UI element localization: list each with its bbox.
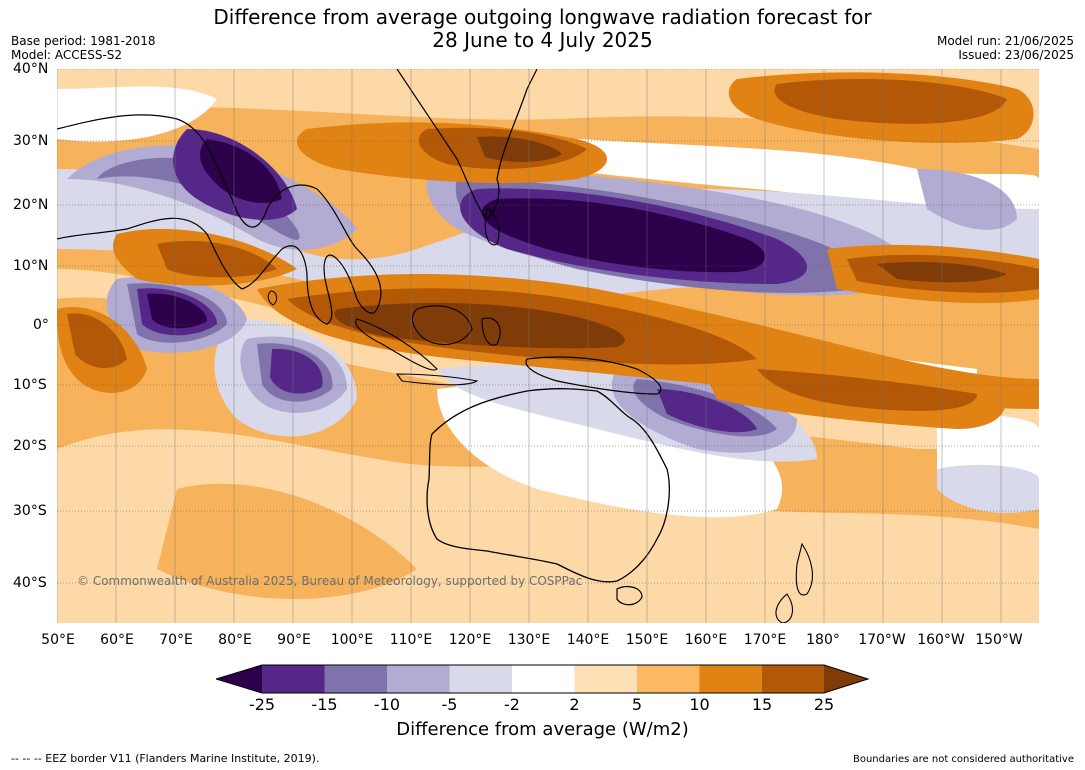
deep-purple-bay-of-bengal <box>270 348 323 394</box>
lat-label-40n: 40°N <box>13 61 49 77</box>
olr-anomaly-map <box>57 69 1039 623</box>
lat-label-30n: 30°N <box>13 133 49 149</box>
colorbar-bin-2 <box>324 665 387 693</box>
south-asia-coastline <box>57 114 382 325</box>
lon-label-150e: 150°E <box>625 632 669 648</box>
colorbar-tick-label: -25 <box>248 695 276 714</box>
tasmania-coastline <box>616 586 643 606</box>
colorbar-tick-label: 5 <box>631 695 643 714</box>
colorbar-tick-label: -2 <box>504 695 520 714</box>
lon-label-120e: 120°E <box>448 632 492 648</box>
sulawesi-coastline <box>481 317 501 346</box>
lat-label-10n: 10°N <box>13 258 49 274</box>
lat-label-20s: 20°S <box>13 438 47 454</box>
lat-label-20n: 20°N <box>13 197 49 213</box>
brown-north-pacific <box>774 79 1007 124</box>
colorbar-bin-7 <box>637 665 700 693</box>
lon-label-170w: 170°W <box>858 632 906 648</box>
new-zealand-north-coastline <box>795 542 813 596</box>
colorbar-bin-4 <box>449 665 512 693</box>
lat-label-30s: 30°S <box>13 503 47 519</box>
eez-border-note: -- -- -- EEZ border V11 (Flanders Marine… <box>11 752 320 765</box>
darkest-purple-india <box>200 139 282 203</box>
new-zealand-south-coastline <box>775 593 793 623</box>
model-run: Model run: 21/06/2025 <box>936 34 1074 48</box>
colorbar-bin-8 <box>699 665 762 693</box>
base-period: Base period: 1981-2018 <box>11 34 156 48</box>
lon-label-150w: 150°W <box>975 632 1023 648</box>
darkest-brown-china <box>477 136 562 162</box>
lon-label-60e: 60°E <box>100 632 134 648</box>
lon-label-180: 180° <box>806 632 840 648</box>
deep-purple-coral-sea <box>657 389 757 433</box>
colorbar-tick-label: 10 <box>689 695 710 714</box>
java-coastline <box>395 373 479 386</box>
lon-label-160e: 160°E <box>684 632 728 648</box>
colorbar-bin-6 <box>574 665 637 693</box>
sri-lanka-coastline <box>267 290 278 306</box>
map-title-line1: Difference from average outgoing longwav… <box>213 5 872 29</box>
lon-label-100e: 100°E <box>330 632 374 648</box>
lon-label-50e: 50°E <box>41 632 75 648</box>
lon-label-90e: 90°E <box>277 632 311 648</box>
australia-coastline <box>426 388 670 583</box>
colorbar-title: Difference from average (W/m2) <box>396 719 689 740</box>
lon-label-70e: 70°E <box>159 632 193 648</box>
model-name: Model: ACCESS-S2 <box>11 48 123 62</box>
map-canvas <box>57 69 1039 623</box>
darkest-purple-philippine-sea <box>481 198 766 273</box>
darkest-purple-arabian-sea <box>147 293 207 329</box>
copyright-notice: © Commonwealth of Australia 2025, Bureau… <box>77 574 583 588</box>
neutral-region-nw <box>57 86 217 142</box>
brown-western-indian-ocean <box>67 313 127 369</box>
lat-label-10s: 10°S <box>13 377 47 393</box>
brown-south-pacific <box>757 369 977 411</box>
taiwan-philippines-coastline <box>484 208 500 246</box>
lon-label-110e: 110°E <box>389 632 433 648</box>
new-guinea-coastline <box>525 356 662 395</box>
darkest-brown-maritime-continent <box>334 302 625 349</box>
colorbar <box>216 664 870 694</box>
colorbar-tick-label: 25 <box>813 695 835 714</box>
boundaries-disclaimer: Boundaries are not considered authoritat… <box>852 754 1074 765</box>
colorbar-outline <box>216 664 870 694</box>
colorbar-max-extension <box>824 665 868 693</box>
pale-lavender-east <box>937 464 1039 513</box>
map-title-line2: 28 June to 4 July 2025 <box>432 28 653 52</box>
colorbar-bin-5 <box>512 665 575 693</box>
neutral-band-north <box>477 129 1039 212</box>
colorbar-tick-label: -5 <box>441 695 458 714</box>
issued-date: Issued: 23/06/2025 <box>958 48 1074 62</box>
colorbar-bin-9 <box>762 665 824 693</box>
colorbar-tick-label: 2 <box>569 695 580 714</box>
lon-label-170e: 170°E <box>743 632 787 648</box>
borneo-coastline <box>411 305 473 346</box>
colorbar-min-extension <box>216 665 262 693</box>
lon-label-140e: 140°E <box>566 632 610 648</box>
colorbar-bin-1 <box>262 665 325 693</box>
colorbar-bin-3 <box>387 665 450 693</box>
colorbar-tick-label: 15 <box>751 695 773 714</box>
sumatra-coastline <box>355 318 438 371</box>
colorbar-tick-label: -15 <box>311 695 338 714</box>
lat-label-40s: 40°S <box>13 575 47 591</box>
meridians <box>57 69 1002 623</box>
brown-arabian-sea <box>157 240 277 278</box>
colorbar-tick-label: -10 <box>373 695 401 714</box>
lon-label-130e: 130°E <box>507 632 551 648</box>
east-asia-coastline <box>396 69 538 220</box>
lon-label-160w: 160°W <box>917 632 965 648</box>
lon-label-80e: 80°E <box>218 632 252 648</box>
lat-label-equator: 0° <box>33 317 49 333</box>
